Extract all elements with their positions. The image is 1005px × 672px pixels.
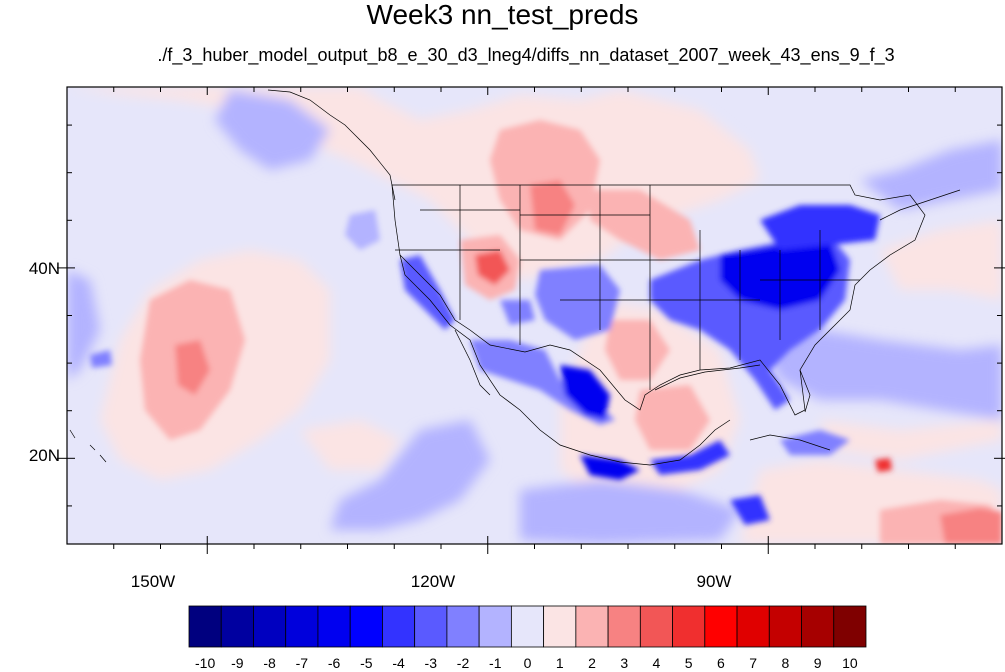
lat-label-20n: 20N xyxy=(29,446,60,465)
colorbar-swatch xyxy=(382,605,416,648)
colorbar-swatch xyxy=(672,605,706,648)
lon-label-90w: 90W xyxy=(697,572,732,591)
colorbar-swatch xyxy=(349,605,383,648)
colorbar-label: 0 xyxy=(524,655,532,671)
colorbar-label: 2 xyxy=(588,655,596,671)
colorbar-label: -2 xyxy=(457,655,470,671)
colorbar-label: 5 xyxy=(685,655,693,671)
chart-subtitle: ./f_3_huber_model_output_b8_e_30_d3_lneg… xyxy=(157,45,895,65)
colorbar-label: -10 xyxy=(195,655,215,671)
lon-label-150w: 150W xyxy=(131,572,175,591)
colorbar-swatch xyxy=(253,605,287,648)
colorbar-swatch xyxy=(317,605,351,648)
anomaly-field xyxy=(67,87,1002,544)
colorbar-swatch xyxy=(768,605,802,648)
colorbar-swatch xyxy=(639,605,673,648)
colorbar-label: -5 xyxy=(360,655,373,671)
colorbar-label: -6 xyxy=(328,655,341,671)
colorbar-swatch xyxy=(607,605,641,648)
colorbar-label: 9 xyxy=(814,655,822,671)
chart-title: Week3 nn_test_preds xyxy=(366,0,639,30)
colorbar-label: 1 xyxy=(556,655,564,671)
colorbar-label: 10 xyxy=(842,655,858,671)
colorbar-label: -3 xyxy=(425,655,438,671)
colorbar-swatch xyxy=(446,605,480,648)
colorbar-label: 3 xyxy=(620,655,628,671)
colorbar-label: 8 xyxy=(782,655,790,671)
colorbar-swatch xyxy=(575,605,609,648)
colorbar-label: -9 xyxy=(231,655,244,671)
axis-ticks xyxy=(57,87,1005,554)
colorbar-label: 6 xyxy=(717,655,725,671)
colorbar-swatch xyxy=(510,605,545,648)
colorbar-label: -1 xyxy=(489,655,502,671)
colorbar-swatch xyxy=(414,605,448,648)
colorbar-swatch xyxy=(188,605,222,648)
colorbar-swatch xyxy=(833,605,867,648)
lon-label-120w: 120W xyxy=(411,572,455,591)
lat-label-40n: 40N xyxy=(29,259,60,278)
colorbar-swatch xyxy=(704,605,738,648)
colorbar-label: -7 xyxy=(296,655,309,671)
colorbar-labels: -10 -9 -8 -7 -6 -5 -4 -3 -2 -1 0 1 2 3 4 5 6 7 8 9 10 xyxy=(195,655,858,671)
colorbar-swatch xyxy=(736,605,770,648)
colorbar-label: -4 xyxy=(392,655,405,671)
coastlines xyxy=(69,89,961,466)
colorbar-swatch xyxy=(220,605,254,648)
colorbar-swatch xyxy=(801,605,835,648)
colorbar-swatch xyxy=(478,605,512,648)
colorbar xyxy=(188,605,867,648)
colorbar-label: -8 xyxy=(263,655,276,671)
colorbar-label: 7 xyxy=(749,655,757,671)
colorbar-label: 4 xyxy=(653,655,661,671)
colorbar-swatch xyxy=(543,605,577,648)
us-state-boundaries xyxy=(391,184,926,416)
colorbar-swatch xyxy=(285,605,319,648)
